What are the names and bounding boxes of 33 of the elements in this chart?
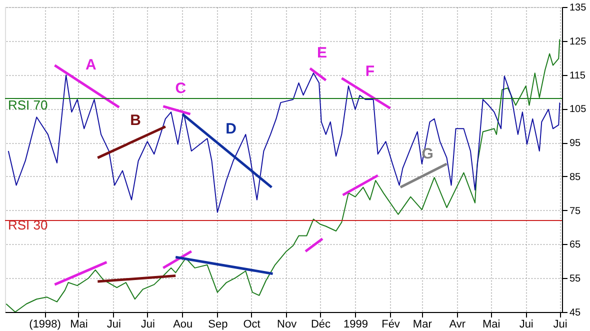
series-label: A	[85, 56, 96, 74]
x-tick-label: Aou	[173, 318, 193, 330]
x-tick-label: Avr	[449, 318, 466, 330]
ref-line-label: RSI 70	[8, 98, 48, 112]
x-tick-label: Jui	[553, 318, 568, 330]
y-tick-label: 95	[570, 138, 582, 150]
y-tick-label: 105	[570, 104, 587, 116]
x-tick-label: Sep	[208, 318, 228, 330]
series-label: D	[226, 120, 237, 138]
y-tick-label: 65	[570, 240, 582, 251]
series-label: E	[316, 44, 327, 62]
x-tick-label: Mar	[412, 318, 432, 330]
y-tick-label: 75	[570, 206, 582, 217]
x-tick-label: Nov	[277, 318, 298, 330]
x-tick-label: 1999	[344, 318, 368, 330]
x-tick-label: Mai	[70, 318, 88, 330]
x-tick-label: Jui	[106, 318, 121, 330]
x-tick-label: Oct	[243, 318, 260, 330]
y-tick-label: 85	[570, 172, 582, 183]
y-tick-label: 45	[570, 308, 582, 318]
x-tick-label: (1998)	[29, 318, 61, 330]
series-label: C	[175, 80, 186, 98]
series-label: B	[130, 112, 142, 130]
x-tick-label: Mai	[482, 318, 500, 330]
y-tick-label: 115	[570, 70, 586, 82]
y-tick-label: 135	[570, 2, 587, 14]
x-tick-label: Fév	[382, 318, 400, 330]
x-tick-label: Déc	[310, 318, 331, 330]
y-tick-label: 55	[570, 274, 582, 285]
x-tick-label: Jui	[519, 318, 534, 330]
x-tick-label: Jui	[140, 318, 155, 330]
series-label: F	[365, 63, 375, 80]
y-tick-label: 125	[570, 36, 587, 48]
